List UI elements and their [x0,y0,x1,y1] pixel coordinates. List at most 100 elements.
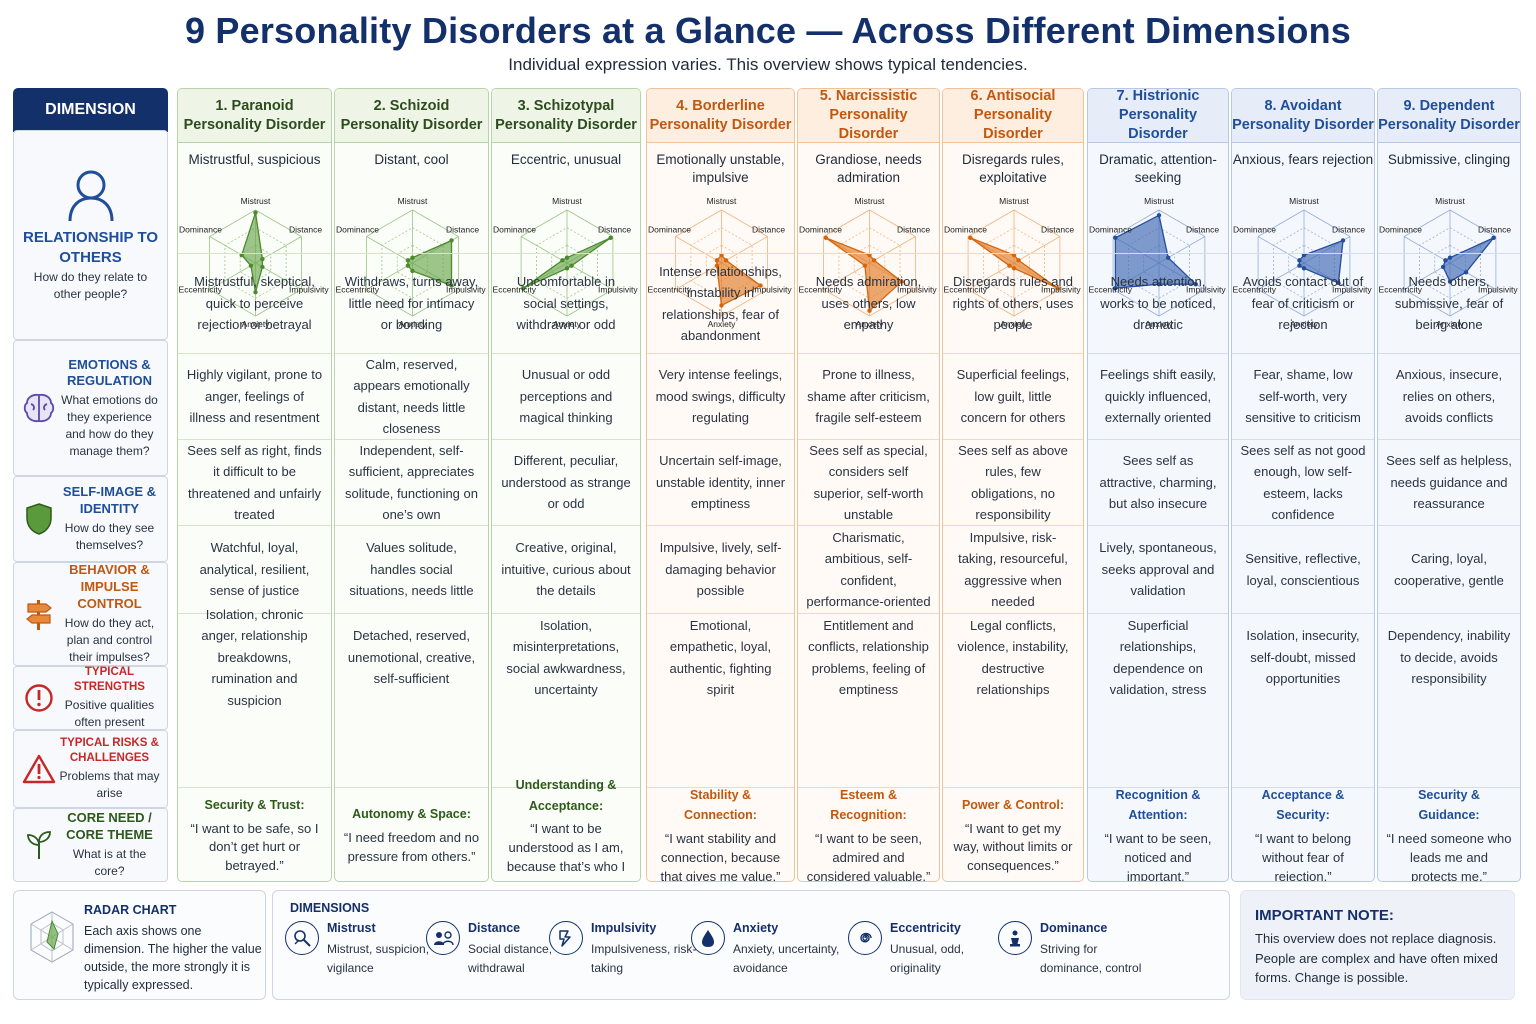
disorder-cell: Isolation, insecurity, self-doubt, misse… [1232,613,1374,701]
legend-item-desc: Anxiety, uncertainty, avoidance [733,942,840,976]
radar-point [608,235,613,241]
radar-axis-line [675,262,722,290]
row-title: TYPICAL STRENGTHS [74,666,145,694]
radar-point [248,263,254,268]
disorder-column: 5. Narcissistic Personality Disorder Gran… [797,88,940,882]
core-need-quote: “I need someone who leads me and protect… [1386,830,1512,882]
radar-chart: Mistrust Distance Impulsivity Anxiety Eccent… [799,196,938,329]
cell-text: Disregards rules and rights of others, u… [952,274,1074,333]
radar-axis-label: Mistrust [241,196,271,206]
disorder-column: 9. Dependent Personality Disorder Submiss… [1377,88,1521,882]
disorder-column: 7. Histrionic Personality Disorder Dramat… [1087,88,1229,882]
core-need-title: Recognition & Attention: [1115,787,1201,823]
radar-point [823,235,829,241]
radar-point [1447,255,1453,260]
core-need-quote: “I want to be safe, so I don’t get hurt … [190,820,319,874]
radar-axis-label: Eccentricity [799,285,843,295]
radar-chart: Mistrust Distance Impulsivity Anxiety Eccent… [944,196,1082,329]
radar-axis-label: Dominance [1233,225,1276,235]
disorder-title: 9. Dependent Personality Disorder [1378,89,1520,143]
radar-legend-desc: Each axis shows one dimension. The highe… [84,924,262,993]
disorder-cell: Isolation, misinterpretations, social aw… [492,613,640,701]
row-label-strengths: TYPICAL STRENGTHS Positive qualities oft… [13,666,168,730]
radar-axis-label: Mistrust [1144,196,1174,206]
radar-point [1301,266,1307,271]
disorder-cell: Independent, self-sufficient, appreciate… [335,439,488,525]
core-need-title: Power & Control: [961,797,1065,812]
radar-chart-legend: RADAR CHART Each axis shows one dimensio… [13,890,266,1000]
radar-point [1113,235,1118,241]
radar-axis-label: Anxiety [399,319,428,329]
radar-point [758,283,763,288]
radar-axis-label: Dominance [1089,225,1132,235]
radar-point [564,255,570,260]
radar-point [714,258,720,263]
radar-axis-label: Impulsivity [598,285,638,295]
signpost-icon [20,596,58,632]
radar-axis-label: Distance [289,225,322,235]
cell-text: Sees self as special, considers self sup… [809,442,928,522]
radar-axis-label: Mistrust [398,196,428,206]
radar-axis-label: Mistrust [707,196,737,206]
eccentricity-icon [848,921,882,955]
disorder-title: 7. Histrionic Personality Disorder [1088,89,1228,143]
radar-point [1156,282,1162,287]
radar-axis-label: Distance [1332,225,1365,235]
radar-axis-line [1403,236,1451,264]
radar-point [1193,282,1198,287]
disorder-cell: Sees self as helpless, needs guidance an… [1378,439,1520,525]
radar-point [1156,213,1162,218]
radar-axis-line [366,262,413,290]
cell-text: Superficial relationships, dependence on… [1109,617,1207,697]
disorder-column: 1. Paranoid Personality Disorder Mistrust… [177,88,332,882]
radar-axis-label: Eccentricity [1379,285,1423,295]
radar-chart: Mistrust Distance Impulsivity Anxiety Eccent… [648,196,793,329]
disorder-keywords: Emotionally unstable, impulsive [656,152,785,185]
radar-cell: Disregards rules, exploitative Mistrust Di… [943,143,1083,341]
radar-axis-label: Eccentricity [336,285,380,295]
radar-point [253,210,258,215]
radar-axis-label: Mistrust [999,196,1029,206]
radar-point [1443,258,1448,263]
radar-axis-label: Mistrust [1289,196,1319,206]
cell-text: Needs others, submissive, fear of being … [1394,274,1504,333]
radar-point [867,308,872,313]
radar-point [253,289,258,295]
radar-axis-label: Eccentricity [648,285,692,295]
radar-point [968,235,973,241]
radar-axis-label: Distance [752,225,785,235]
cell-text: Watchful, loyal, analytical, resilient, … [199,540,310,599]
radar-point [569,263,574,268]
cell-text: Intense relationships, instability in re… [659,263,782,343]
disorder-cell: Sees self as above rules, few obligation… [943,439,1083,525]
radar-point [260,264,265,270]
core-need-cell: Power & Control: “I want to get my way, w… [943,787,1083,881]
disorder-cell: Highly vigilant, prone to anger, feeling… [178,353,331,439]
radar-point [1016,258,1021,263]
radar-axis-label: Distance [446,225,479,235]
radar-axis-label: Distance [1041,225,1074,235]
disorder-cell: Sees self as special, considers self sup… [798,439,939,525]
radar-axis-label: Impulsivity [1041,285,1081,295]
cell-text: Calm, reserved, appears emotionally dist… [353,356,470,436]
radar-axis-line [869,236,916,264]
core-need-title: Autonomy & Space: [352,807,471,822]
core-need-cell: Recognition & Attention: “I want to be se… [1088,787,1228,881]
legend-item-eccentricity: Eccentricity Unusual, odd, originality [848,921,998,991]
radar-axis-label: Impulsivity [289,285,329,295]
radar-axis-line [823,262,870,290]
radar-axis-label: Anxiety [708,319,737,329]
radar-axis-label: Distance [897,225,930,235]
radar-point [1440,264,1446,270]
radar-point [449,283,454,288]
radar-axis-label: Anxiety [553,319,582,329]
mini-radar-icon [26,909,78,970]
radar-point [560,258,565,263]
shield-icon [20,502,58,536]
disorder-cell: Sees self as attractive, charming, but a… [1088,439,1228,525]
disorder-cell: Impulsive, lively, self-damaging behavio… [647,525,794,613]
row-title: TYPICAL RISKS & CHALLENGES [60,737,159,765]
disorder-cell: Isolation, chronic anger, relationship b… [178,607,331,708]
radar-chart: Mistrust Distance Impulsivity Anxiety Eccent… [336,196,487,329]
core-need-cell: Security & Trust: “I want to be safe, so … [178,787,331,881]
